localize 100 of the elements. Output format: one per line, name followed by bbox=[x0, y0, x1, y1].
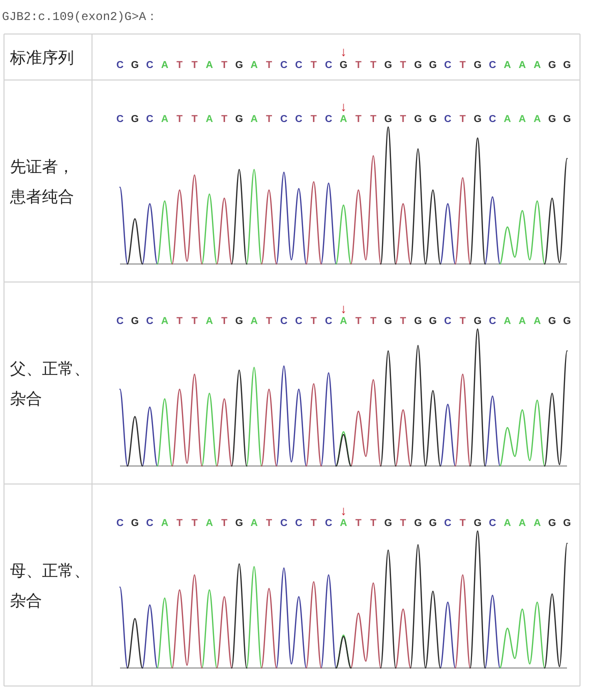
x-tick-label: G bbox=[548, 114, 556, 125]
x-tick-label: A bbox=[206, 518, 214, 529]
x-tick-label: G bbox=[429, 316, 438, 327]
x-tick-label: A bbox=[161, 518, 168, 529]
category-label: G bbox=[235, 60, 244, 71]
x-tick-label: A bbox=[340, 316, 348, 327]
text: ↓ bbox=[340, 99, 347, 114]
category-label: T bbox=[460, 60, 466, 71]
x-tick-label: T bbox=[310, 518, 317, 529]
x-tick-label: G bbox=[548, 518, 556, 529]
x-tick-label: A bbox=[518, 316, 526, 327]
x-tick-label: C bbox=[324, 316, 332, 327]
category-label: C bbox=[116, 60, 124, 71]
category-label: T bbox=[355, 60, 362, 71]
x-tick-label: C bbox=[116, 114, 124, 125]
x-tick-label: A bbox=[206, 114, 214, 125]
x-tick-label: A bbox=[250, 114, 258, 125]
x-tick-label: T bbox=[221, 316, 228, 327]
x-tick-label: G bbox=[131, 114, 140, 125]
x-tick-label: A bbox=[161, 114, 168, 125]
x-tick-label: T bbox=[355, 114, 362, 125]
x-tick-label: T bbox=[176, 316, 183, 327]
category-label: C bbox=[280, 60, 288, 71]
x-tick-label: C bbox=[146, 316, 154, 327]
x-tick-label: G bbox=[429, 518, 438, 529]
x-tick-label: T bbox=[266, 114, 272, 125]
category-label: A bbox=[206, 60, 214, 71]
x-tick-label: G bbox=[414, 518, 422, 529]
x-tick-label: C bbox=[488, 518, 496, 529]
x-tick-label: T bbox=[400, 316, 406, 327]
x-tick-label: G bbox=[563, 518, 572, 529]
x-tick-label: C bbox=[295, 518, 302, 529]
x-tick-label: G bbox=[131, 518, 140, 529]
category-label: C bbox=[488, 60, 496, 71]
category-label: A bbox=[161, 60, 168, 71]
x-tick-label: A bbox=[340, 114, 348, 125]
x-tick-label: C bbox=[295, 114, 302, 125]
category-label: T bbox=[370, 60, 376, 71]
x-tick-label: G bbox=[414, 316, 422, 327]
x-tick-label: A bbox=[161, 316, 168, 327]
x-tick-label: T bbox=[266, 316, 272, 327]
category-label: G bbox=[340, 60, 348, 71]
category-label: G bbox=[384, 60, 392, 71]
x-tick-label: A bbox=[534, 316, 541, 327]
x-tick-label: A bbox=[206, 316, 214, 327]
x-tick-label: C bbox=[444, 518, 452, 529]
x-tick-label: G bbox=[474, 518, 482, 529]
category-label: T bbox=[221, 60, 228, 71]
x-tick-label: T bbox=[460, 316, 466, 327]
x-tick-label: C bbox=[324, 518, 332, 529]
x-tick-label: T bbox=[176, 114, 183, 125]
x-tick-label: T bbox=[355, 518, 362, 529]
text: ↓ bbox=[340, 44, 347, 59]
category-label: T bbox=[191, 60, 198, 71]
category-label: A bbox=[518, 60, 526, 71]
y-axis-title: 母、正常、杂合 bbox=[10, 562, 90, 610]
x-tick-label: A bbox=[518, 114, 526, 125]
y-axis-title: 先证者，患者纯合 bbox=[9, 158, 74, 206]
category-label: C bbox=[146, 60, 154, 71]
text: ↓ bbox=[340, 301, 347, 316]
category-label: T bbox=[400, 60, 406, 71]
x-tick-label: C bbox=[280, 518, 288, 529]
x-tick-label: T bbox=[191, 316, 198, 327]
x-tick-label: G bbox=[474, 114, 482, 125]
category-label: C bbox=[295, 60, 302, 71]
x-tick-label: C bbox=[444, 316, 452, 327]
x-tick-label: A bbox=[504, 114, 512, 125]
x-tick-label: T bbox=[266, 518, 272, 529]
x-tick-label: G bbox=[235, 316, 244, 327]
category-label: G bbox=[414, 60, 422, 71]
x-tick-label: C bbox=[488, 316, 496, 327]
y-axis-title: 父、正常、杂合 bbox=[10, 360, 90, 408]
x-tick-label: T bbox=[221, 518, 228, 529]
x-tick-label: C bbox=[280, 114, 288, 125]
text: 标准序列 bbox=[9, 49, 74, 67]
x-tick-label: C bbox=[146, 114, 154, 125]
x-tick-label: T bbox=[370, 316, 376, 327]
x-tick-label: C bbox=[444, 114, 452, 125]
x-tick-label: T bbox=[460, 518, 466, 529]
category-label: G bbox=[563, 60, 572, 71]
x-tick-label: T bbox=[310, 316, 317, 327]
x-tick-label: G bbox=[384, 316, 392, 327]
text: ↓ bbox=[340, 503, 347, 518]
text: GJB2:c.109(exon2)G>A： bbox=[2, 10, 158, 24]
category-label: T bbox=[310, 60, 317, 71]
x-tick-label: G bbox=[563, 114, 572, 125]
x-tick-label: C bbox=[280, 316, 288, 327]
category-label: T bbox=[176, 60, 183, 71]
x-tick-label: C bbox=[146, 518, 154, 529]
x-tick-label: G bbox=[131, 316, 140, 327]
x-tick-label: A bbox=[534, 518, 541, 529]
x-tick-label: G bbox=[474, 316, 482, 327]
x-tick-label: T bbox=[400, 114, 406, 125]
x-tick-label: C bbox=[116, 518, 124, 529]
x-tick-label: C bbox=[324, 114, 332, 125]
x-tick-label: C bbox=[488, 114, 496, 125]
x-tick-label: A bbox=[518, 518, 526, 529]
x-tick-label: T bbox=[460, 114, 466, 125]
x-tick-label: T bbox=[310, 114, 317, 125]
x-tick-label: G bbox=[235, 114, 244, 125]
